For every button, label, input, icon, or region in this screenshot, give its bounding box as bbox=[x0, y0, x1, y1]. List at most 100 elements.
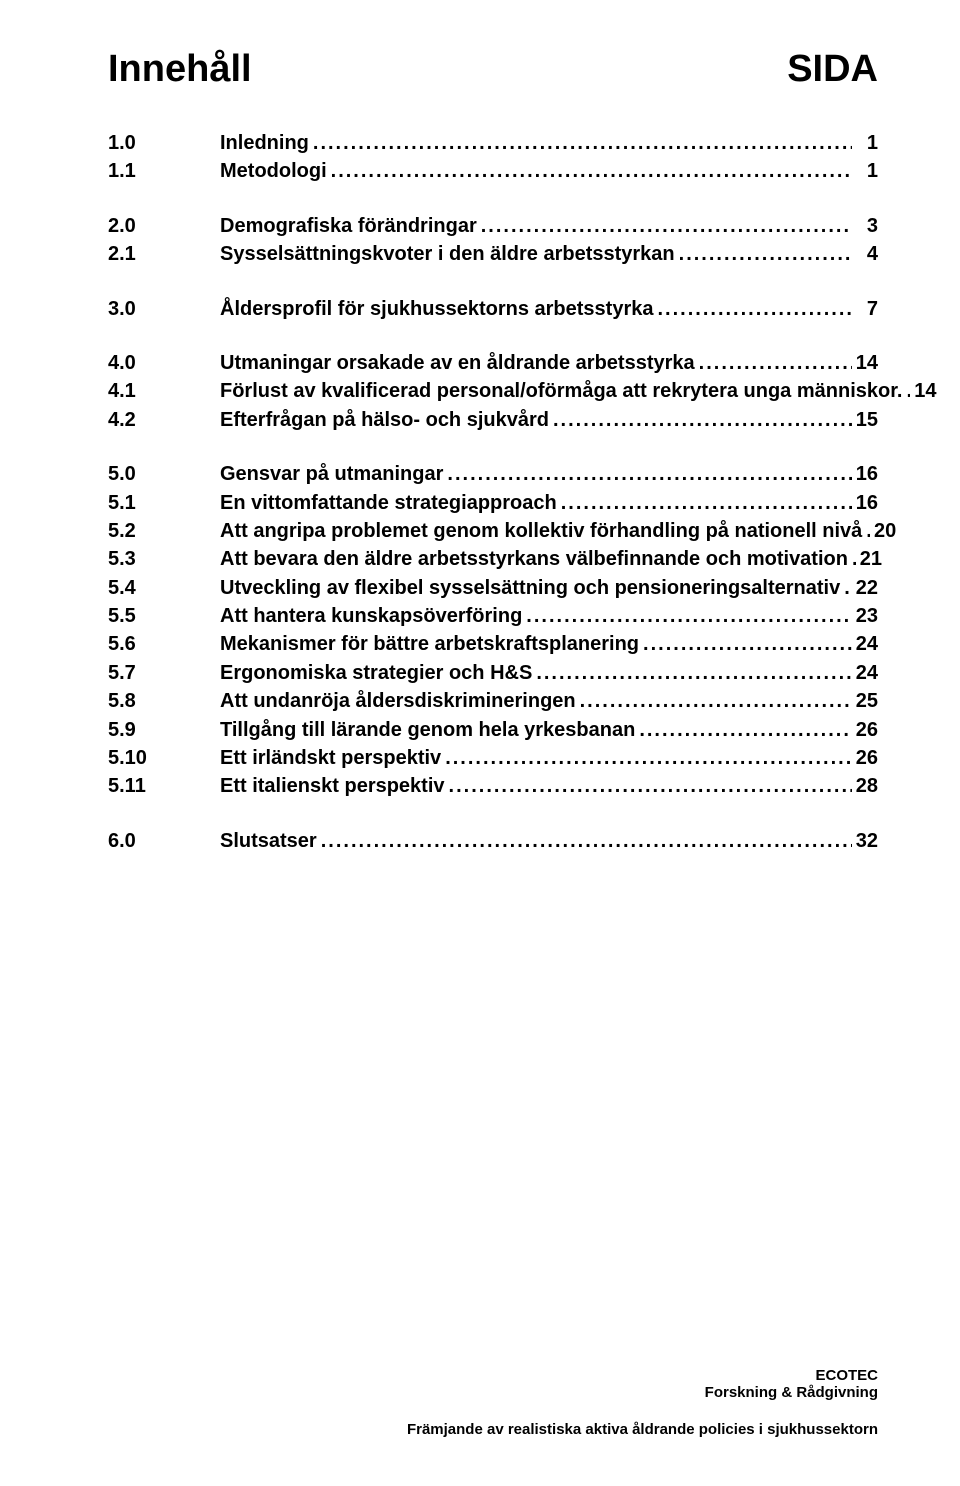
toc-row: 5.0Gensvar på utmaningar16 bbox=[108, 460, 878, 488]
footer: ECOTEC Forskning & Rådgivning Främjande … bbox=[407, 1367, 878, 1438]
toc-leader-dots bbox=[443, 460, 852, 488]
toc-row: 5.9Tillgång till lärande genom hela yrke… bbox=[108, 716, 878, 744]
toc-number: 2.0 bbox=[108, 212, 220, 240]
toc-row: 5.4Utveckling av flexibel sysselsättning… bbox=[108, 574, 878, 602]
toc-label: Demografiska förändringar bbox=[220, 212, 477, 240]
toc-row: 2.0Demografiska förändringar 3 bbox=[108, 212, 878, 240]
toc-number: 5.0 bbox=[108, 460, 220, 488]
toc-number: 1.1 bbox=[108, 157, 220, 185]
toc-label: Utmaningar orsakade av en åldrande arbet… bbox=[220, 349, 695, 377]
toc-number: 6.0 bbox=[108, 827, 220, 855]
toc-number: 5.7 bbox=[108, 659, 220, 687]
toc-label: Åldersprofil för sjukhussektorns arbetss… bbox=[220, 295, 653, 323]
toc-row: 1.0Inledning1 bbox=[108, 129, 878, 157]
toc-leader-dots bbox=[522, 602, 852, 630]
toc-row: 5.2Att angripa problemet genom kollektiv… bbox=[108, 517, 878, 545]
toc-section: 3.0Åldersprofil för sjukhussektorns arbe… bbox=[108, 295, 878, 323]
toc-section: 5.0Gensvar på utmaningar165.1En vittomfa… bbox=[108, 460, 878, 801]
toc-number: 5.4 bbox=[108, 574, 220, 602]
toc-row: 5.3Att bevara den äldre arbetsstyrkans v… bbox=[108, 545, 878, 573]
table-of-contents: 1.0Inledning11.1Metodologi12.0Demografis… bbox=[108, 129, 878, 855]
toc-label: Ett irländskt perspektiv bbox=[220, 744, 441, 772]
toc-row: 4.0Utmaningar orsakade av en åldrande ar… bbox=[108, 349, 878, 377]
footer-doc-title: Främjande av realistiska aktiva åldrande… bbox=[407, 1421, 878, 1438]
toc-page-number: 25 bbox=[852, 687, 878, 715]
toc-number: 5.11 bbox=[108, 772, 220, 800]
toc-number: 5.9 bbox=[108, 716, 220, 744]
toc-leader-dots bbox=[317, 827, 852, 855]
toc-label: Tillgång till lärande genom hela yrkesba… bbox=[220, 716, 635, 744]
toc-page-number: 23 bbox=[852, 602, 878, 630]
toc-row: 4.1Förlust av kvalificerad personal/oför… bbox=[108, 377, 878, 405]
toc-number: 4.1 bbox=[108, 377, 220, 405]
toc-row: 3.0Åldersprofil för sjukhussektorns arbe… bbox=[108, 295, 878, 323]
toc-leader-dots bbox=[549, 406, 852, 434]
toc-page-number: 14 bbox=[910, 377, 936, 405]
toc-page-number: 26 bbox=[852, 744, 878, 772]
toc-page-number: 16 bbox=[852, 489, 878, 517]
toc-number: 5.2 bbox=[108, 517, 220, 545]
toc-section: 4.0Utmaningar orsakade av en åldrande ar… bbox=[108, 349, 878, 434]
toc-label: Sysselsättningskvoter i den äldre arbets… bbox=[220, 240, 675, 268]
toc-page-number: 28 bbox=[852, 772, 878, 800]
toc-number: 5.1 bbox=[108, 489, 220, 517]
toc-row: 5.11Ett italienskt perspektiv 28 bbox=[108, 772, 878, 800]
toc-leader-dots bbox=[848, 545, 856, 573]
toc-label: En vittomfattande strategiapproach bbox=[220, 489, 557, 517]
toc-page-number: 7 bbox=[852, 295, 878, 323]
toc-leader-dots bbox=[902, 377, 910, 405]
toc-row: 5.5Att hantera kunskapsöverföring23 bbox=[108, 602, 878, 630]
toc-leader-dots bbox=[653, 295, 852, 323]
toc-page-number: 1 bbox=[852, 157, 878, 185]
toc-number: 2.1 bbox=[108, 240, 220, 268]
toc-row: 5.8Att undanröja åldersdiskrimineringen2… bbox=[108, 687, 878, 715]
toc-label: Förlust av kvalificerad personal/oförmåg… bbox=[220, 377, 902, 405]
page-title-right: SIDA bbox=[787, 48, 878, 91]
toc-label: Mekanismer för bättre arbetskraftsplaner… bbox=[220, 630, 639, 658]
toc-leader-dots bbox=[840, 574, 852, 602]
toc-leader-dots bbox=[639, 630, 852, 658]
toc-label: Att undanröja åldersdiskrimineringen bbox=[220, 687, 576, 715]
toc-page-number: 15 bbox=[852, 406, 878, 434]
toc-leader-dots bbox=[557, 489, 852, 517]
toc-leader-dots bbox=[532, 659, 852, 687]
footer-org: ECOTEC bbox=[407, 1367, 878, 1384]
header-row: Innehåll SIDA bbox=[108, 48, 878, 91]
toc-section: 1.0Inledning11.1Metodologi1 bbox=[108, 129, 878, 186]
toc-leader-dots bbox=[477, 212, 852, 240]
toc-page-number: 21 bbox=[856, 545, 882, 573]
toc-row: 5.7Ergonomiska strategier och H&S 24 bbox=[108, 659, 878, 687]
toc-leader-dots bbox=[675, 240, 852, 268]
toc-page-number: 22 bbox=[852, 574, 878, 602]
toc-row: 5.1En vittomfattande strategiapproach 16 bbox=[108, 489, 878, 517]
toc-leader-dots bbox=[576, 687, 852, 715]
toc-label: Ett italienskt perspektiv bbox=[220, 772, 445, 800]
toc-row: 4.2Efterfrågan på hälso- och sjukvård 15 bbox=[108, 406, 878, 434]
toc-page-number: 4 bbox=[852, 240, 878, 268]
toc-page-number: 20 bbox=[870, 517, 896, 545]
toc-row: 2.1Sysselsättningskvoter i den äldre arb… bbox=[108, 240, 878, 268]
toc-leader-dots bbox=[635, 716, 852, 744]
toc-row: 6.0Slutsatser32 bbox=[108, 827, 878, 855]
toc-section: 6.0Slutsatser32 bbox=[108, 827, 878, 855]
toc-page-number: 24 bbox=[852, 659, 878, 687]
toc-page-number: 16 bbox=[852, 460, 878, 488]
toc-leader-dots bbox=[309, 129, 852, 157]
toc-number: 5.5 bbox=[108, 602, 220, 630]
toc-leader-dots bbox=[695, 349, 852, 377]
toc-page-number: 3 bbox=[852, 212, 878, 240]
toc-label: Efterfrågan på hälso- och sjukvård bbox=[220, 406, 549, 434]
toc-page-number: 1 bbox=[852, 129, 878, 157]
toc-label: Att angripa problemet genom kollektiv fö… bbox=[220, 517, 862, 545]
toc-label: Ergonomiska strategier och H&S bbox=[220, 659, 532, 687]
toc-row: 5.10Ett irländskt perspektiv26 bbox=[108, 744, 878, 772]
toc-label: Utveckling av flexibel sysselsättning oc… bbox=[220, 574, 840, 602]
toc-label: Att bevara den äldre arbetsstyrkans välb… bbox=[220, 545, 848, 573]
toc-page-number: 24 bbox=[852, 630, 878, 658]
toc-page-number: 26 bbox=[852, 716, 878, 744]
toc-number: 3.0 bbox=[108, 295, 220, 323]
toc-label: Metodologi bbox=[220, 157, 327, 185]
toc-number: 4.2 bbox=[108, 406, 220, 434]
toc-label: Inledning bbox=[220, 129, 309, 157]
toc-leader-dots bbox=[327, 157, 852, 185]
